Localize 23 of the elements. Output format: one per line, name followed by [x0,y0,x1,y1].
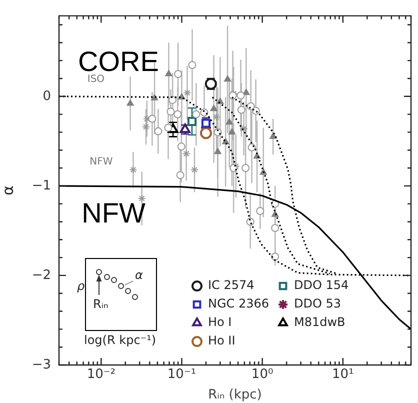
y-tick-label: 0 [42,88,51,104]
annotation: α [135,268,143,282]
y-tick-label: −3 [32,357,51,372]
legend-label: IC 2574 [208,278,254,292]
x-axis-title: Rᵢₙ (kpc) [208,388,262,403]
legend-label: DDO 53 [294,296,342,311]
legend-label: Ho I [208,315,232,330]
x-tick-label: 10⁰ [251,367,274,382]
x-tick-label: 10⁻² [86,367,116,382]
y-tick-label: −2 [32,268,51,283]
annotation: NFW [82,198,146,229]
annotation: ρ [77,279,85,293]
y-tick-label: −1 [32,178,51,194]
x-tick-label: 10⁻¹ [167,367,196,382]
annotation: Rᵢₙ [93,297,108,311]
x-tick-label: 10¹ [332,367,354,382]
annotation: log(R kpc⁻¹) [84,333,156,347]
legend-label: Ho II [208,334,236,348]
legend-label: NGC 2366 [208,296,270,311]
legend-label: M81dwB [294,315,346,330]
y-axis-title: α [0,185,17,196]
legend-label: DDO 154 [294,278,349,292]
annotation: NFW [90,156,113,168]
